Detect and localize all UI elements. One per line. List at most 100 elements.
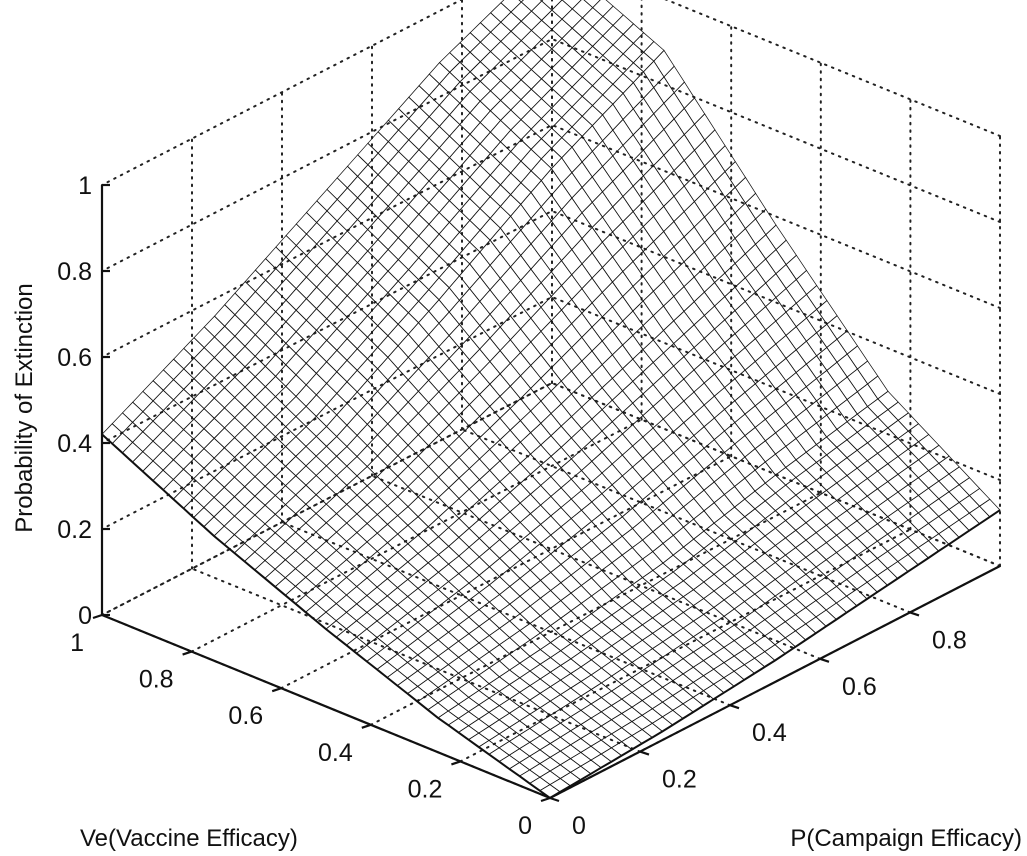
surface-patch [560, 478, 583, 500]
surface-patch [704, 206, 726, 234]
surface-mesh [101, 0, 1001, 799]
surface-patch [274, 559, 297, 579]
surface-patch [600, 675, 623, 692]
surface-patch [305, 394, 328, 417]
surface-patch [223, 417, 246, 439]
surface-patch [295, 484, 317, 505]
surface-patch [529, 523, 552, 544]
surface-patch [387, 323, 409, 347]
surface-patch [672, 400, 695, 424]
surface-patch [468, 479, 491, 501]
surface-patch [682, 497, 705, 520]
surface-patch [703, 328, 726, 353]
surface-patch [622, 160, 644, 187]
surface-patch [458, 359, 481, 383]
surface-patch [346, 550, 368, 570]
surface-patch [683, 97, 706, 125]
surface-patch [509, 328, 532, 354]
surface-patch [610, 741, 633, 757]
surface-patch [508, 748, 531, 763]
surface-patch [784, 564, 807, 582]
surface-patch [539, 642, 562, 658]
surface-patch [703, 417, 726, 441]
surface-patch [631, 577, 654, 594]
surface-patch [927, 498, 950, 517]
surface-patch [591, 340, 613, 366]
surface-patch [489, 40, 512, 62]
surface-patch [449, 81, 471, 104]
surface-patch [518, 755, 541, 771]
surface-patch [325, 531, 348, 551]
surface-patch [488, 733, 511, 749]
surface-patch [784, 547, 807, 566]
surface-patch [295, 445, 317, 467]
surface-patch [509, 630, 531, 648]
surface-patch [418, 73, 441, 96]
surface-patch [407, 300, 430, 324]
surface-patch [621, 380, 644, 404]
surface-patch [357, 142, 379, 166]
surface-patch [295, 425, 317, 447]
surface-patch [418, 245, 440, 269]
surface-patch [193, 326, 216, 349]
surface-patch [642, 240, 665, 268]
surface-patch [315, 522, 338, 542]
surface-patch [785, 416, 807, 440]
surface-patch [539, 686, 562, 702]
surface-patch [520, 128, 542, 150]
surface-patch [489, 252, 511, 279]
surface-patch [856, 513, 879, 532]
surface-patch [683, 251, 705, 278]
surface-patch [478, 427, 501, 450]
z-tick-label: 0.4 [57, 430, 92, 458]
surface-patch [673, 236, 695, 263]
surface-patch [457, 681, 480, 698]
surface-patch [326, 177, 348, 200]
surface-patch [561, 298, 583, 325]
surface-patch [561, 47, 583, 68]
surface-patch [672, 643, 695, 660]
surface-patch [325, 513, 348, 533]
surface-patch [519, 532, 542, 553]
grid-line [101, 37, 1001, 272]
surface-patch [376, 523, 399, 544]
surface-patch [366, 653, 388, 670]
surface-patch [284, 568, 307, 587]
surface-patch [427, 671, 449, 688]
surface-patch [427, 455, 450, 478]
x-tick-label: 0.8 [139, 666, 174, 694]
surface-patch [499, 407, 521, 431]
surface-patch [591, 291, 613, 318]
surface-patch [569, 738, 592, 753]
surface-patch [765, 224, 787, 251]
surface-patch [356, 577, 378, 596]
surface-patch [601, 256, 624, 283]
surface-patch [795, 317, 818, 342]
surface-patch [805, 444, 828, 463]
surface-patch [417, 544, 440, 564]
surface-patch [264, 532, 286, 552]
surface-patch [479, 50, 502, 72]
surface-patch [887, 401, 909, 421]
surface-patch [336, 381, 358, 404]
surface-patch [264, 396, 287, 418]
surface-patch [590, 652, 613, 669]
surface-patch [264, 568, 286, 588]
surface-patch [121, 441, 144, 463]
surface-patch [244, 291, 267, 314]
surface-patch [438, 52, 461, 73]
surface-patch [672, 506, 695, 528]
surface-patch [295, 465, 317, 486]
surface-patch [539, 534, 562, 555]
surface-patch [570, 427, 593, 451]
surface-patch [397, 423, 419, 446]
surface-patch [173, 347, 195, 370]
surface-patch [367, 238, 389, 262]
surface-patch [662, 534, 685, 556]
surface-patch [559, 758, 582, 773]
surface-patch [590, 551, 613, 571]
surface-patch [826, 446, 848, 466]
surface-patch [346, 513, 368, 534]
surface-patch [336, 445, 358, 467]
surface-patch [223, 396, 246, 419]
